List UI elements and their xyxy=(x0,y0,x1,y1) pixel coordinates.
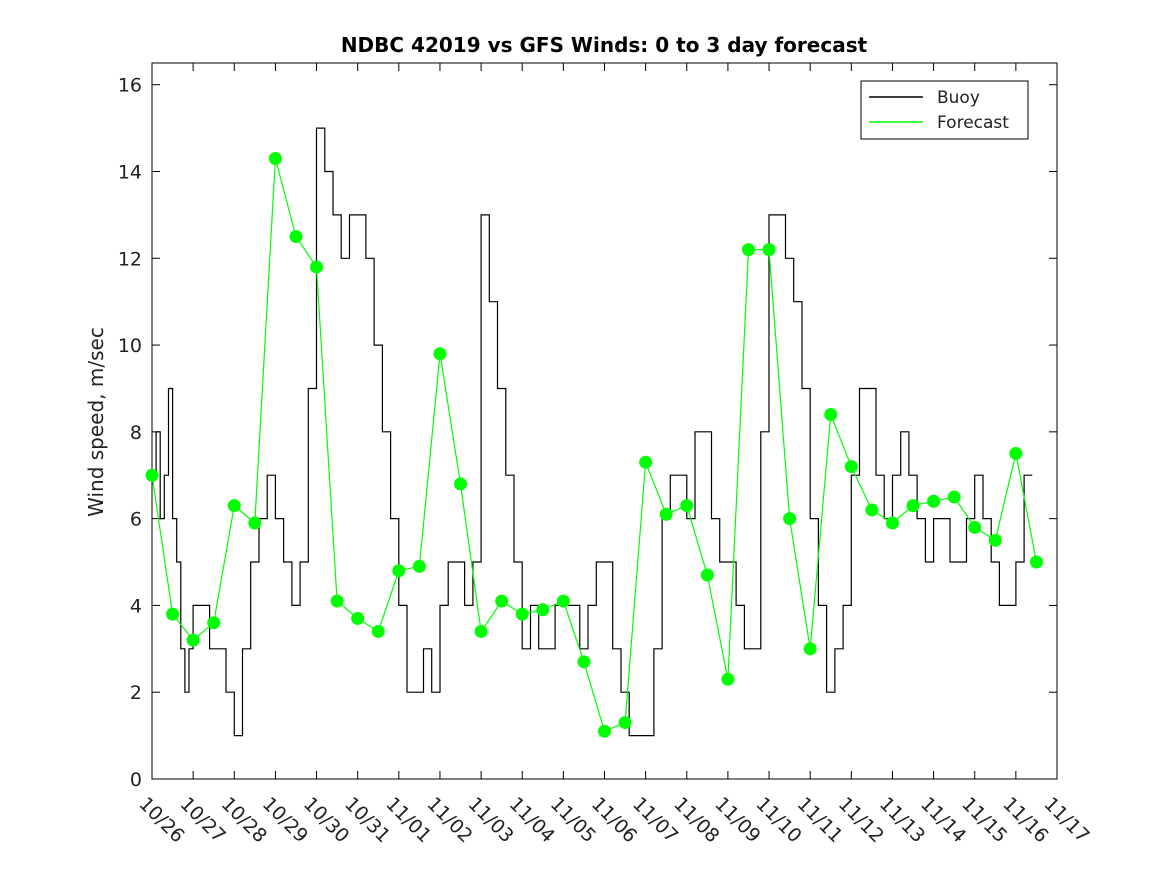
forecast-point xyxy=(412,559,426,573)
forecast-point xyxy=(227,499,241,513)
forecast-point xyxy=(289,230,303,244)
forecast-point xyxy=(392,564,406,578)
forecast-point xyxy=(577,655,591,669)
forecast-point xyxy=(474,624,488,638)
forecast-point xyxy=(186,633,200,647)
forecast-point xyxy=(495,594,509,608)
forecast-point xyxy=(721,672,735,686)
y-tick-label: 6 xyxy=(130,509,142,531)
forecast-point xyxy=(330,594,344,608)
forecast-point xyxy=(988,533,1002,547)
forecast-point xyxy=(803,642,817,656)
forecast-point xyxy=(207,616,221,630)
legend: Buoy Forecast xyxy=(860,80,1029,140)
forecast-point xyxy=(639,455,653,469)
forecast-point xyxy=(433,347,447,361)
forecast-point xyxy=(741,243,755,257)
forecast-point xyxy=(927,494,941,508)
forecast-point xyxy=(885,516,899,530)
legend-label: Forecast xyxy=(937,113,1009,133)
y-tick-label: 8 xyxy=(130,422,142,444)
y-tick-label: 2 xyxy=(130,682,142,704)
forecast-point xyxy=(1029,555,1043,569)
forecast-point xyxy=(536,603,550,617)
forecast-point xyxy=(248,516,262,530)
forecast-point xyxy=(454,477,468,491)
y-tick-label: 12 xyxy=(118,248,142,270)
chart-title: NDBC 42019 vs GFS Winds: 0 to 3 day fore… xyxy=(341,33,868,57)
forecast-point xyxy=(145,468,159,482)
forecast-point xyxy=(351,611,365,625)
forecast-point xyxy=(268,151,282,165)
forecast-point xyxy=(618,716,632,730)
forecast-point xyxy=(700,568,714,582)
forecast-point xyxy=(968,520,982,534)
forecast-point xyxy=(844,460,858,474)
forecast-point xyxy=(310,260,324,274)
forecast-point xyxy=(906,499,920,513)
forecast-point xyxy=(680,499,694,513)
forecast-point xyxy=(659,507,673,521)
forecast-point xyxy=(824,407,838,421)
forecast-point xyxy=(947,490,961,504)
forecast-point xyxy=(762,243,776,257)
forecast-point xyxy=(556,594,570,608)
y-tick-label: 4 xyxy=(130,595,142,617)
forecast-point xyxy=(865,503,879,517)
y-tick-label: 10 xyxy=(118,335,142,357)
forecast-point xyxy=(166,607,180,621)
forecast-point xyxy=(783,512,797,526)
y-axis-label: Wind speed, m/sec xyxy=(84,327,108,517)
y-tick-label: 14 xyxy=(118,161,142,183)
forecast-point xyxy=(598,724,611,738)
legend-label: Buoy xyxy=(937,88,980,108)
forecast-point xyxy=(1009,447,1023,461)
legend-box xyxy=(860,80,1029,140)
forecast-point xyxy=(371,624,385,638)
y-tick-label: 0 xyxy=(130,769,142,791)
forecast-point xyxy=(515,607,529,621)
y-tick-label: 16 xyxy=(118,75,142,97)
